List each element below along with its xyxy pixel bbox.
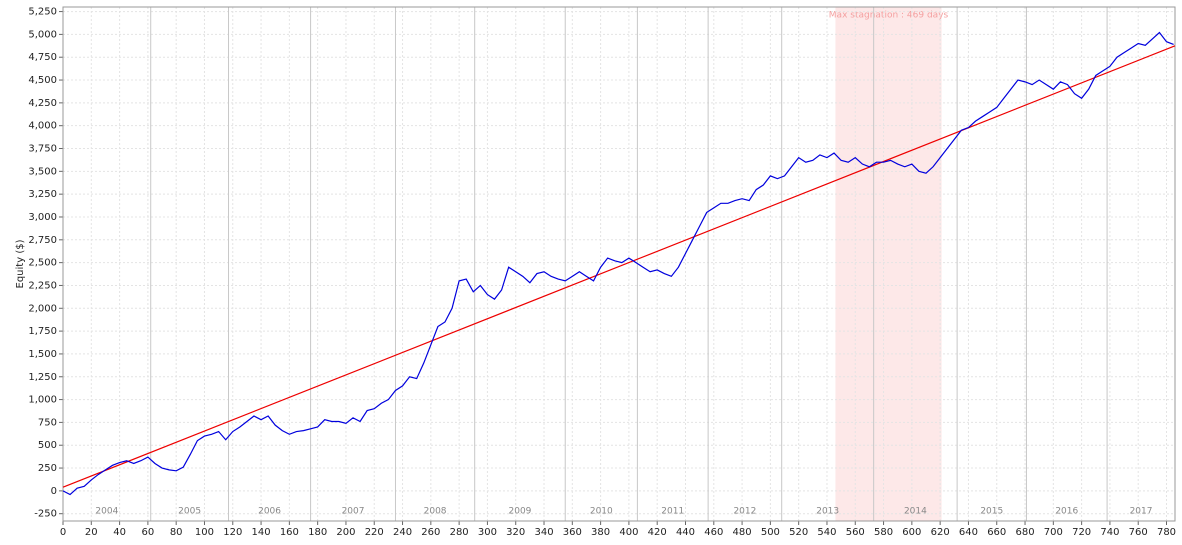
x-tick-label: 420 (648, 527, 667, 538)
year-label: 2017 (1130, 507, 1153, 517)
y-tick-label: 2,500 (28, 258, 57, 269)
y-tick-label: 2,000 (28, 303, 57, 314)
x-tick-label: 540 (817, 527, 836, 538)
x-tick-label: 660 (987, 527, 1006, 538)
x-tick-label: 700 (1044, 527, 1063, 538)
y-tick-label: 5,250 (28, 7, 57, 18)
x-tick-label: 100 (195, 527, 214, 538)
year-label: 2010 (590, 507, 613, 517)
x-tick-label: 400 (619, 527, 638, 538)
x-tick-label: 0 (60, 527, 66, 538)
x-tick-label: 780 (1157, 527, 1176, 538)
y-tick-label: 750 (38, 417, 57, 428)
x-tick-label: 480 (733, 527, 752, 538)
x-tick-label: 80 (170, 527, 183, 538)
x-tick-label: 560 (846, 527, 865, 538)
y-tick-label: 4,000 (28, 121, 57, 132)
series-line (62, 31, 1174, 496)
x-tick-label: 120 (223, 527, 242, 538)
y-tick-label: 5,000 (28, 29, 57, 40)
y-tick-label: 1,750 (28, 326, 57, 337)
x-tick-label: 760 (1129, 527, 1148, 538)
year-label: 2016 (1055, 507, 1078, 517)
stagnation-label: Max stagnation : 469 days (829, 11, 949, 21)
x-tick-label: 220 (365, 527, 384, 538)
x-tick-label: 720 (1072, 527, 1091, 538)
y-tick-label: 3,000 (28, 212, 57, 223)
x-tick-label: 320 (506, 527, 525, 538)
year-label: 2006 (258, 507, 281, 517)
year-label: 2004 (95, 507, 118, 517)
x-tick-label: 620 (931, 527, 950, 538)
x-tick-label: 200 (336, 527, 355, 538)
x-tick-label: 260 (421, 527, 440, 538)
x-tick-label: 580 (874, 527, 893, 538)
x-tick-label: 240 (393, 527, 412, 538)
x-tick-label: 180 (308, 527, 327, 538)
year-label: 2005 (178, 507, 201, 517)
year-label: 2014 (904, 507, 927, 517)
plot-frame (62, 6, 1176, 522)
year-label: 2015 (980, 507, 1003, 517)
y-tick-label: 4,250 (28, 98, 57, 109)
x-tick-label: 40 (113, 527, 126, 538)
x-tick-label: 640 (959, 527, 978, 538)
year-label: 2007 (342, 507, 365, 517)
x-tick-label: 380 (591, 527, 610, 538)
y-tick-label: -250 (34, 509, 57, 520)
x-tick-label: 500 (761, 527, 780, 538)
y-tick-label: 250 (38, 463, 57, 474)
x-tick-label: 140 (252, 527, 271, 538)
year-label: 2009 (509, 507, 532, 517)
y-axis-label: Equity ($) (15, 239, 26, 288)
x-tick-label: 740 (1100, 527, 1119, 538)
y-tick-label: 1,000 (28, 395, 57, 406)
y-tick-label: 0 (51, 486, 57, 497)
x-tick-label: 680 (1015, 527, 1034, 538)
year-label: 2011 (661, 507, 684, 517)
y-tick-label: 2,750 (28, 235, 57, 246)
y-tick-label: 3,250 (28, 189, 57, 200)
x-tick-label: 460 (704, 527, 723, 538)
y-tick-label: 3,500 (28, 166, 57, 177)
year-label: 2013 (816, 507, 839, 517)
x-tick-label: 160 (280, 527, 299, 538)
y-tick-label: 2,250 (28, 280, 57, 291)
series-line (62, 45, 1176, 488)
x-tick-label: 600 (902, 527, 921, 538)
y-tick-label: 4,750 (28, 52, 57, 63)
x-tick-label: 360 (563, 527, 582, 538)
year-label: 2012 (733, 507, 756, 517)
y-tick-label: 4,500 (28, 75, 57, 86)
x-tick-label: 520 (789, 527, 808, 538)
y-tick-label: 3,750 (28, 144, 57, 155)
x-tick-label: 340 (534, 527, 553, 538)
stagnation-band (835, 7, 942, 521)
x-tick-label: 440 (676, 527, 695, 538)
x-tick-label: 60 (142, 527, 155, 538)
y-tick-label: 500 (38, 440, 57, 451)
y-tick-label: 1,250 (28, 372, 57, 383)
year-label: 2008 (424, 507, 447, 517)
y-tick-label: 1,500 (28, 349, 57, 360)
x-tick-label: 300 (478, 527, 497, 538)
x-tick-label: 20 (85, 527, 98, 538)
x-tick-label: 280 (450, 527, 469, 538)
